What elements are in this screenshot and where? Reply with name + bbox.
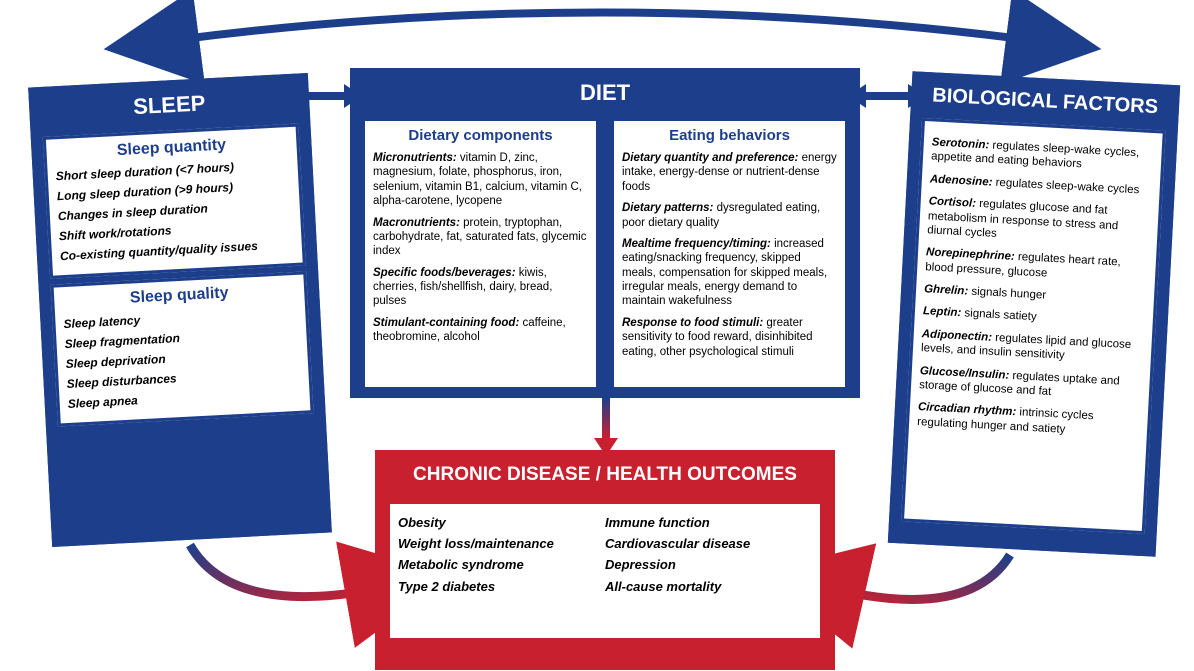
list-item: Adenosine: regulates sleep-wake cycles	[930, 172, 1152, 198]
biological-title: BIOLOGICAL FACTORS	[916, 78, 1173, 125]
list-item: Glucose/Insulin: regulates uptake and st…	[919, 364, 1142, 404]
list-item: Adiponectin: regulates lipid and glucose…	[921, 327, 1144, 367]
outcomes-right-list: Immune function Cardiovascular disease Dep…	[605, 510, 812, 632]
biological-list: Serotonin: regulates sleep-wake cycles, …	[917, 135, 1154, 440]
list-item: Obesity	[398, 515, 605, 531]
list-item: Serotonin: regulates sleep-wake cycles, …	[931, 135, 1154, 175]
term-label: Adiponectin:	[921, 328, 992, 344]
term-label: Specific foods/beverages:	[373, 267, 516, 279]
term-label: Ghrelin:	[924, 283, 969, 297]
sleep-quantity-panel: Sleep quantity Short sleep duration (<7 …	[43, 124, 306, 279]
sleep-quality-panel: Sleep quality Sleep latencySleep fragmen…	[51, 271, 314, 426]
term-text: regulates sleep-wake cycles	[992, 176, 1139, 196]
list-item: Metabolic syndrome	[398, 557, 605, 573]
list-item: Circadian rhythm: intrinsic cycles regul…	[917, 400, 1140, 440]
term-label: Mealtime frequency/timing:	[622, 238, 771, 250]
list-item: Mealtime frequency/timing: increased eat…	[622, 237, 837, 309]
term-label: Leptin:	[923, 306, 962, 320]
list-item: Weight loss/maintenance	[398, 536, 605, 552]
biological-panel: Serotonin: regulates sleep-wake cycles, …	[901, 118, 1166, 534]
outcomes-title: CHRONIC DISEASE / HEALTH OUTCOMES	[381, 456, 829, 495]
outcomes-panel: Obesity Weight loss/maintenance Metabolic …	[387, 501, 823, 641]
arrow-diet-bio	[866, 92, 908, 100]
diet-title: DIET	[356, 74, 854, 112]
list-item: Ghrelin: signals hunger	[924, 282, 1146, 308]
diet-box: DIET Dietary components Micronutrients: …	[350, 68, 860, 398]
term-text: signals hunger	[968, 286, 1047, 302]
list-item: All-cause mortality	[605, 579, 812, 595]
term-label: Stimulant-containing food:	[373, 317, 519, 329]
diet-behaviors-title: Eating behaviors	[622, 127, 837, 144]
top-arc-arrow	[175, 13, 1030, 41]
list-item: Micronutrients: vitamin D, zinc, magnesi…	[373, 151, 588, 209]
sleep-box: SLEEP Sleep quantity Short sleep duratio…	[28, 73, 332, 547]
list-item: Specific foods/beverages: kiwis, cherrie…	[373, 266, 588, 309]
list-item: Stimulant-containing food: caffeine, the…	[373, 316, 588, 345]
term-label: Cortisol:	[928, 195, 976, 209]
list-item: Dietary quantity and preference: energy …	[622, 151, 837, 194]
list-item: Type 2 diabetes	[398, 579, 605, 595]
diet-components-list: Micronutrients: vitamin D, zinc, magnesi…	[373, 151, 588, 345]
sleep-title: SLEEP	[34, 79, 304, 131]
curve-bio-outcome	[838, 555, 1010, 599]
list-item: Macronutrients: protein, tryptophan, car…	[373, 216, 588, 259]
term-label: Dietary quantity and preference:	[622, 152, 798, 164]
term-label: Dietary patterns:	[622, 202, 713, 214]
term-label: Macronutrients:	[373, 217, 460, 229]
term-label: Serotonin:	[932, 136, 990, 151]
diet-behaviors-list: Dietary quantity and preference: energy …	[622, 151, 837, 359]
diet-components-panel: Dietary components Micronutrients: vitam…	[362, 118, 599, 390]
term-label: Adenosine:	[930, 173, 993, 188]
arrow-diet-outcome	[602, 398, 610, 438]
list-item: Immune function	[605, 515, 812, 531]
list-item: Leptin: signals satiety	[923, 305, 1145, 331]
list-item: Norepinephrine: regulates heart rate, bl…	[925, 246, 1148, 286]
list-item: Cortisol: regulates glucose and fat meta…	[927, 194, 1151, 249]
outcomes-left-list: Obesity Weight loss/maintenance Metabolic …	[398, 510, 605, 632]
list-item: Cardiovascular disease	[605, 536, 812, 552]
curve-sleep-outcome	[190, 545, 372, 597]
biological-box: BIOLOGICAL FACTORS Serotonin: regulates …	[888, 71, 1180, 556]
term-label: Micronutrients:	[373, 152, 457, 164]
outcomes-box: CHRONIC DISEASE / HEALTH OUTCOMES Obesit…	[375, 450, 835, 670]
sleep-quality-list: Sleep latencySleep fragmentationSleep de…	[63, 305, 302, 412]
list-item: Depression	[605, 557, 812, 573]
term-label: Response to food stimuli:	[622, 317, 763, 329]
list-item: Dietary patterns: dysregulated eating, p…	[622, 201, 837, 230]
diet-components-title: Dietary components	[373, 127, 588, 144]
list-item: Response to food stimuli: greater sensit…	[622, 316, 837, 359]
term-text: signals satiety	[961, 308, 1037, 324]
sleep-quantity-list: Short sleep duration (<7 hours)Long slee…	[55, 157, 294, 264]
diet-behaviors-panel: Eating behaviors Dietary quantity and pr…	[611, 118, 848, 390]
